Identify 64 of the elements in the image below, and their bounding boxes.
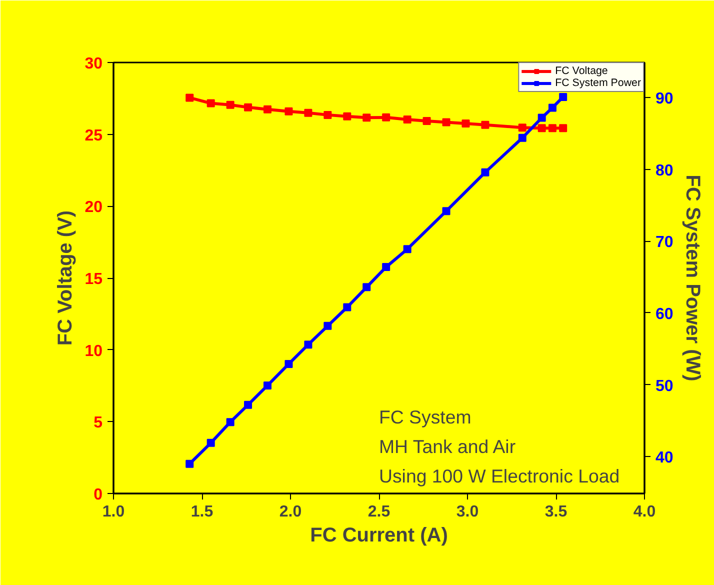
point: [343, 303, 352, 312]
point: [442, 207, 450, 216]
point: [548, 124, 556, 132]
point: [442, 118, 450, 126]
y-tick-label: 0: [94, 486, 103, 504]
point: [538, 124, 546, 132]
point: [244, 400, 252, 409]
y2-axis-title: FC System Power (W): [681, 174, 704, 382]
y-axis-title: FC Voltage (V): [54, 210, 77, 346]
point: [244, 103, 252, 112]
legend-label: FC Voltage: [555, 65, 608, 77]
point: [263, 105, 272, 114]
y-tick-label: 5: [94, 414, 103, 432]
x-tick-label: 3.5: [544, 504, 568, 520]
x-tick-label: 3.0: [456, 504, 479, 520]
y-tick-label: 15: [84, 271, 103, 288]
point: [518, 134, 526, 142]
point: [481, 168, 490, 176]
point: [403, 116, 412, 124]
y-tick-label: 30: [84, 56, 103, 72]
y2-tick-label: 70: [656, 234, 674, 252]
point: [481, 120, 490, 129]
x-axis-title: FC Current (A): [310, 524, 448, 546]
point: [226, 418, 234, 426]
y2-tick-label: 50: [656, 378, 674, 395]
point: [304, 108, 312, 117]
point: [304, 340, 312, 349]
point: [538, 114, 546, 122]
x-tick-label: 2.5: [368, 504, 390, 520]
point: [362, 114, 371, 122]
annotation: FC System MH Tank and Air Using 100 W Electronic Load: [379, 406, 620, 486]
point: [206, 438, 215, 447]
legend-label: FC System Power: [555, 77, 641, 89]
y-tick-label: 25: [84, 127, 103, 144]
y2-tick-label: 60: [656, 306, 674, 323]
point: [422, 116, 431, 125]
y2-tick-label: 40: [656, 450, 674, 467]
point: [382, 263, 390, 272]
point: [206, 99, 215, 108]
y2-tick-label: 90: [656, 90, 674, 108]
x-tick-label: 1.5: [190, 504, 214, 520]
y2-tick-label: 80: [656, 162, 674, 180]
point: [462, 120, 470, 128]
point: [263, 381, 272, 390]
point: [518, 124, 526, 132]
x-tick-label: 1.0: [102, 504, 125, 520]
point: [284, 107, 293, 116]
point: [382, 113, 390, 122]
point: [186, 460, 194, 468]
point: [362, 283, 371, 292]
x-tick-label: 4.0: [633, 504, 656, 520]
point: [226, 100, 234, 109]
y-tick-label: 20: [84, 199, 103, 216]
point: [548, 104, 556, 112]
point: [284, 360, 293, 368]
y-tick-label: 10: [84, 342, 103, 360]
point: [559, 92, 568, 101]
point: [324, 322, 332, 330]
point: [403, 245, 412, 254]
point: [186, 94, 194, 102]
point: [324, 110, 332, 119]
point: [559, 124, 568, 132]
x-tick-label: 2.0: [279, 504, 302, 520]
point: [343, 112, 352, 120]
